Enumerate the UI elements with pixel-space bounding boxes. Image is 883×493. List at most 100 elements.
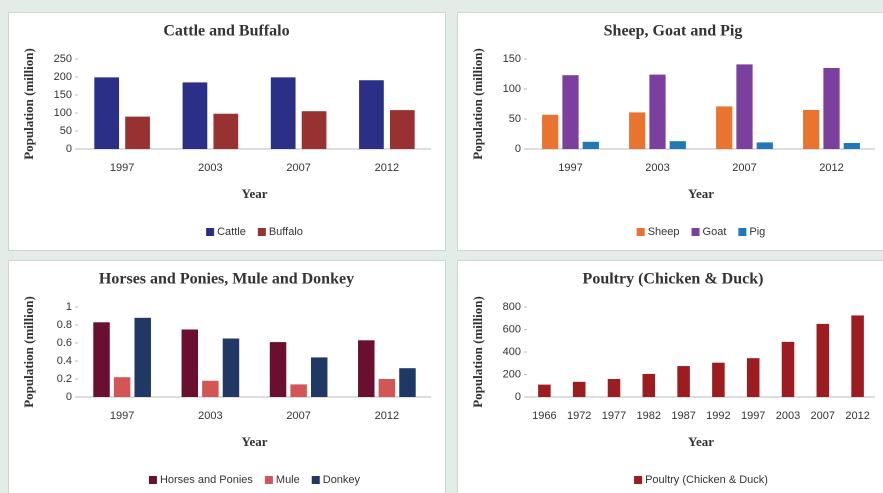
x-tick-label: 2003 <box>198 162 222 174</box>
x-tick-label: 1997 <box>558 162 582 174</box>
y-tick-label: 150 <box>503 53 521 65</box>
x-tick-label: 2007 <box>286 410 310 422</box>
legend-swatch <box>148 476 157 484</box>
chart-title: Horses and Ponies, Mule and Donkey <box>99 271 354 288</box>
legend-swatch <box>738 228 747 236</box>
x-tick-label: 1987 <box>671 410 695 422</box>
legend-swatch <box>311 476 320 484</box>
y-tick-label: 0 <box>515 143 521 155</box>
bar <box>113 377 131 397</box>
bar <box>359 80 384 149</box>
bar <box>607 379 621 397</box>
bar <box>649 74 666 149</box>
y-tick-label: 100 <box>54 107 72 119</box>
legend-label: Donkey <box>323 474 361 486</box>
y-tick-label: 0.6 <box>57 337 72 349</box>
bar <box>301 111 327 149</box>
bar <box>378 379 396 397</box>
x-tick-label: 2007 <box>732 162 756 174</box>
bar <box>358 340 375 397</box>
bar <box>642 373 656 397</box>
bar <box>269 342 287 397</box>
bar <box>290 384 307 397</box>
chart-title: Poultry (Chicken & Duck) <box>583 271 764 288</box>
y-tick-label: 0.2 <box>57 373 72 385</box>
x-tick-label: 2003 <box>776 410 800 422</box>
bar <box>310 357 328 397</box>
y-tick-label: 100 <box>503 83 521 95</box>
x-axis-label: Year <box>242 434 268 449</box>
y-tick-label: 0.8 <box>57 319 72 331</box>
y-tick-label: 0 <box>66 391 72 403</box>
y-tick-label: 50 <box>60 125 72 137</box>
x-tick-label: 1997 <box>110 410 134 422</box>
bar <box>94 77 120 149</box>
bar <box>538 384 551 397</box>
y-axis-label: Population (million) <box>470 48 485 160</box>
bar <box>562 75 579 149</box>
x-axis-label: Year <box>688 434 714 449</box>
legend-label: Sheep <box>648 226 680 238</box>
x-tick-label: 2003 <box>645 162 669 174</box>
y-tick-label: 800 <box>503 301 521 313</box>
bar <box>823 68 840 149</box>
y-axis-label: Population (million) <box>21 296 36 408</box>
bar <box>712 362 725 397</box>
legend: Horses and Ponies Mule Donkey <box>148 474 361 486</box>
chart-panel: Horses and Ponies, Mule and Donkey 0 0.2 0.… <box>8 260 446 493</box>
y-tick-label: 600 <box>503 323 521 335</box>
y-tick-label: 250 <box>54 53 72 65</box>
y-tick-label: 50 <box>509 113 521 125</box>
bar <box>125 116 150 149</box>
legend-swatch <box>257 228 266 236</box>
bar <box>716 106 733 149</box>
bar <box>582 141 599 149</box>
y-tick-label: 400 <box>503 346 521 358</box>
y-tick-label: 200 <box>54 71 72 83</box>
x-tick-label: 2007 <box>286 162 310 174</box>
chart-panel: Cattle and Buffalo 0 50 100 150 200 250 1997 200… <box>8 12 446 251</box>
y-tick-label: 0 <box>515 391 521 403</box>
bar <box>816 323 830 397</box>
y-tick-label: 0 <box>66 143 72 155</box>
y-tick-label: 0.4 <box>57 355 72 367</box>
y-tick-label: 150 <box>54 89 72 101</box>
bar <box>572 381 586 397</box>
legend: Sheep Goat Pig <box>636 226 765 238</box>
bar <box>746 358 760 397</box>
bar <box>803 110 820 149</box>
legend: Cattle Buffalo <box>206 226 303 238</box>
x-axis-label: Year <box>688 186 714 201</box>
bar <box>399 368 416 397</box>
legend-label: Cattle <box>217 226 246 238</box>
chart-title: Cattle and Buffalo <box>163 23 289 40</box>
bar <box>629 112 646 149</box>
x-tick-label: 2003 <box>198 410 222 422</box>
y-tick-label: 1 <box>66 301 72 313</box>
legend-label: Poultry (Chicken & Duck) <box>645 474 768 486</box>
x-tick-label: 2012 <box>845 410 869 422</box>
legend: Poultry (Chicken & Duck) <box>634 474 768 486</box>
legend-label: Buffalo <box>269 226 303 238</box>
legend-swatch <box>264 476 273 484</box>
x-tick-label: 2012 <box>819 162 843 174</box>
bar <box>181 329 199 397</box>
x-tick-label: 1972 <box>567 410 591 422</box>
bar <box>270 77 296 149</box>
x-tick-label: 1997 <box>741 410 765 422</box>
x-tick-label: 1997 <box>110 162 134 174</box>
bar <box>851 315 864 397</box>
bar <box>213 113 239 149</box>
y-axis-label: Population (million) <box>470 296 485 408</box>
bar <box>389 110 415 149</box>
chart-title: Sheep, Goat and Pig <box>604 23 743 40</box>
bar <box>677 366 690 397</box>
x-tick-label: 1992 <box>706 410 730 422</box>
x-tick-label: 1977 <box>602 410 626 422</box>
bar <box>182 82 208 149</box>
bar <box>756 142 773 149</box>
bar <box>542 114 559 149</box>
x-tick-label: 1966 <box>532 410 556 422</box>
bar <box>843 143 860 149</box>
